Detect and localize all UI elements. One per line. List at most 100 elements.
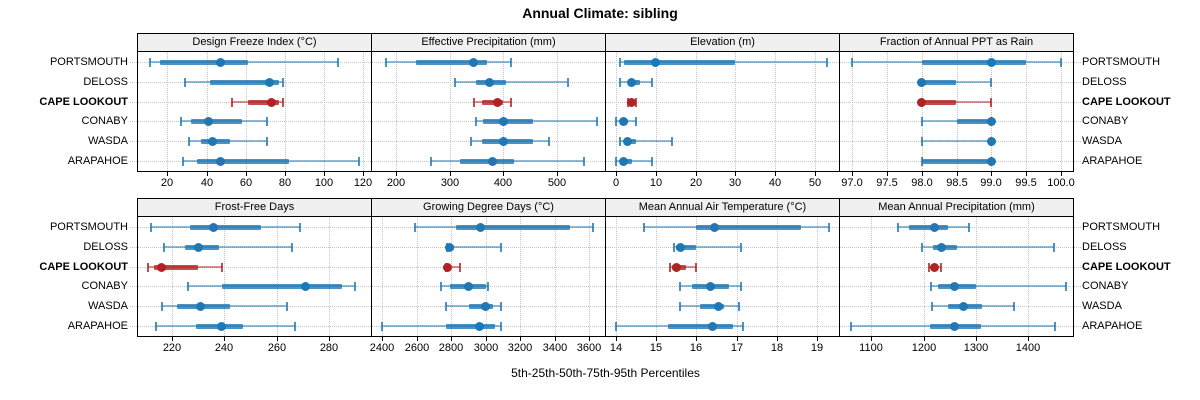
x-tick	[382, 337, 383, 341]
whisker-cap	[354, 282, 357, 291]
row-gridline-gutter	[1074, 267, 1081, 268]
tick-gridline	[382, 217, 383, 336]
x-tick-label: 200	[386, 177, 406, 189]
panel-header: Effective Precipitation (mm)	[372, 34, 605, 52]
x-tick	[871, 337, 872, 341]
whisker-cap	[500, 302, 503, 311]
iqr-bar	[676, 245, 697, 250]
iqr-bar	[482, 119, 533, 124]
tick-gridline	[957, 52, 958, 171]
median-dot	[485, 77, 495, 87]
median-dot	[209, 222, 219, 232]
x-tick	[520, 337, 521, 341]
station-label-right: CAPE LOOKOUT	[1082, 261, 1171, 273]
whisker-cap	[440, 282, 443, 291]
x-tick	[324, 172, 325, 176]
tick-gridline	[285, 52, 286, 171]
station-label-left: WASDA	[88, 135, 128, 147]
tick-gridline	[737, 217, 738, 336]
iqr-bar	[190, 225, 262, 230]
whisker-cap	[220, 263, 223, 272]
panel: Mean Annual Air Temperature (°C)	[605, 198, 840, 337]
x-tick-label: 19	[810, 342, 824, 354]
whisker-cap	[150, 223, 153, 232]
tick-gridline	[246, 52, 247, 171]
iqr-bar	[159, 60, 248, 65]
row-gridline-gutter	[1074, 82, 1081, 83]
row-gridline	[606, 141, 839, 142]
x-tick-label: 18	[770, 342, 784, 354]
median-dot	[627, 97, 637, 107]
row-gridline-gutter	[1074, 161, 1081, 162]
whisker-cap	[1059, 58, 1062, 67]
percentile-whisker	[476, 120, 597, 122]
station-label-right: PORTSMOUTH	[1082, 221, 1161, 233]
whisker-cap	[849, 322, 852, 331]
x-tick-label: 17	[730, 342, 744, 354]
percentile-whisker	[446, 266, 460, 268]
row-gridline-gutter	[1074, 121, 1081, 122]
panel-header: Frost-Free Days	[138, 199, 371, 217]
whisker-cap	[967, 223, 970, 232]
x-tick	[737, 337, 738, 341]
whisker-cap	[230, 98, 233, 107]
median-dot	[707, 321, 717, 331]
median-dot	[217, 321, 227, 331]
median-dot	[474, 321, 484, 331]
percentile-whisker	[447, 246, 501, 248]
iqr-bar	[921, 80, 957, 85]
median-dot	[215, 57, 225, 67]
row-gridline-gutter	[130, 161, 137, 162]
whisker-cap	[929, 282, 932, 291]
iqr-bar	[623, 60, 736, 65]
x-tick-label: 2400	[369, 342, 395, 354]
x-tick-label: 3000	[473, 342, 499, 354]
x-tick-label: 80	[278, 177, 292, 189]
x-tick-label: 20	[160, 177, 174, 189]
whisker-cap	[928, 263, 930, 272]
whisker-cap	[266, 117, 269, 126]
row-gridline-gutter	[130, 306, 137, 307]
percentile-whisker	[164, 246, 293, 248]
percentile-whisker	[455, 81, 568, 83]
panel-body	[372, 52, 605, 171]
percentile-whisker	[921, 101, 992, 103]
whisker-cap	[163, 243, 166, 252]
iqr-bar	[700, 304, 725, 309]
x-tick	[246, 172, 247, 176]
panel-body	[372, 217, 605, 336]
x-tick	[363, 172, 364, 176]
x-tick-label: 3200	[507, 342, 533, 354]
whisker-cap	[186, 282, 189, 291]
tick-gridline	[991, 52, 992, 171]
x-tick	[616, 337, 617, 341]
median-dot	[930, 262, 940, 272]
panel: Frost-Free Days	[137, 198, 372, 337]
panel: Effective Precipitation (mm)	[371, 33, 606, 172]
whisker-cap	[500, 322, 503, 331]
whisker-cap	[266, 137, 269, 146]
whisker-cap	[618, 58, 621, 67]
whisker-cap	[148, 58, 151, 67]
whisker-cap	[336, 58, 339, 67]
whisker-cap	[920, 243, 923, 252]
median-dot	[623, 136, 633, 146]
whisker-cap	[741, 322, 744, 331]
median-dot	[498, 136, 508, 146]
median-dot	[476, 222, 486, 232]
x-tick-label: 1100	[859, 342, 883, 354]
median-dot	[958, 301, 968, 311]
figure-title: Annual Climate: sibling	[522, 5, 678, 21]
panel-body	[138, 52, 371, 171]
x-tick	[450, 172, 451, 176]
row-gridline-gutter	[1074, 62, 1081, 63]
row-gridline-gutter	[130, 227, 137, 228]
row-gridline-gutter	[1074, 227, 1081, 228]
tick-gridline	[815, 52, 816, 171]
percentile-whisker	[921, 140, 992, 142]
iqr-bar	[455, 225, 571, 230]
row-gridline-gutter	[130, 102, 137, 103]
median-dot	[464, 281, 474, 291]
whisker-cap	[669, 263, 672, 272]
